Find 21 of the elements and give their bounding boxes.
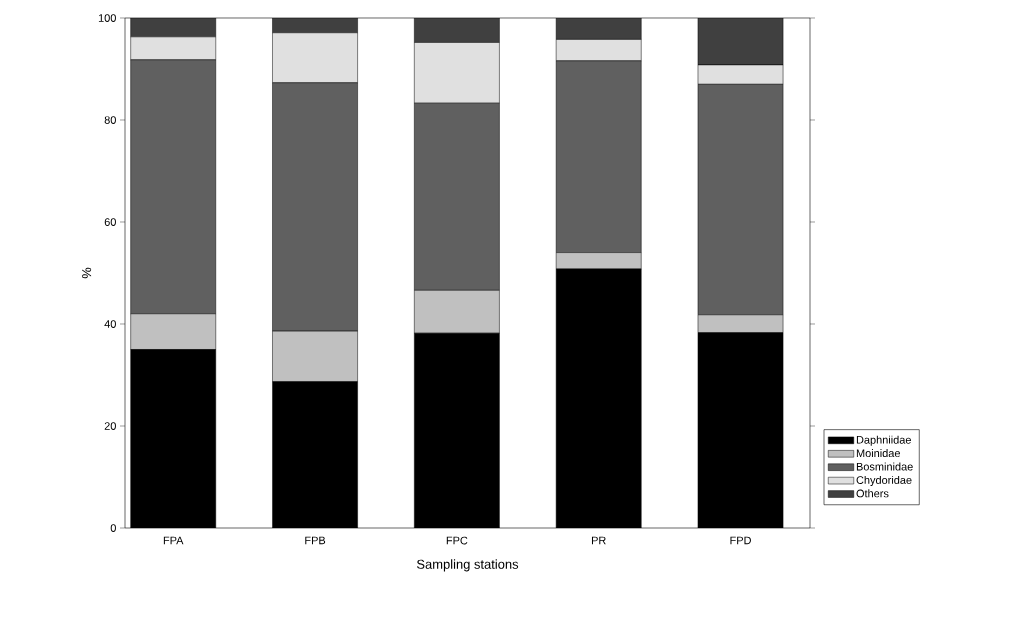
y-axis-title: % (82, 267, 92, 279)
x-tick-label: FPC (446, 536, 468, 545)
legend-label: Chydoridae (856, 475, 912, 487)
legend-label: Bosminidae (856, 462, 913, 471)
x-tick-label: PR (591, 536, 606, 545)
legend-label: Daphniidae (856, 435, 911, 446)
y-tick-label: 80 (104, 116, 116, 124)
x-axis-title: Sampling stations (416, 559, 519, 572)
x-tick-label: FPA (163, 536, 184, 545)
y-tick-label: 40 (104, 320, 116, 328)
y-tick-label: 100 (98, 14, 116, 22)
x-tick-label: FPD (730, 536, 751, 545)
legend-label: Moinidae (856, 449, 900, 458)
bar (555, 17, 642, 40)
bar (414, 17, 500, 43)
y-tick-label: 0 (110, 524, 116, 532)
bar (697, 17, 784, 66)
legend-label: Others (856, 489, 889, 498)
y-tick-label: 60 (104, 218, 116, 226)
y-tick-label: 20 (104, 422, 116, 430)
x-tick-label: FPB (305, 536, 326, 545)
